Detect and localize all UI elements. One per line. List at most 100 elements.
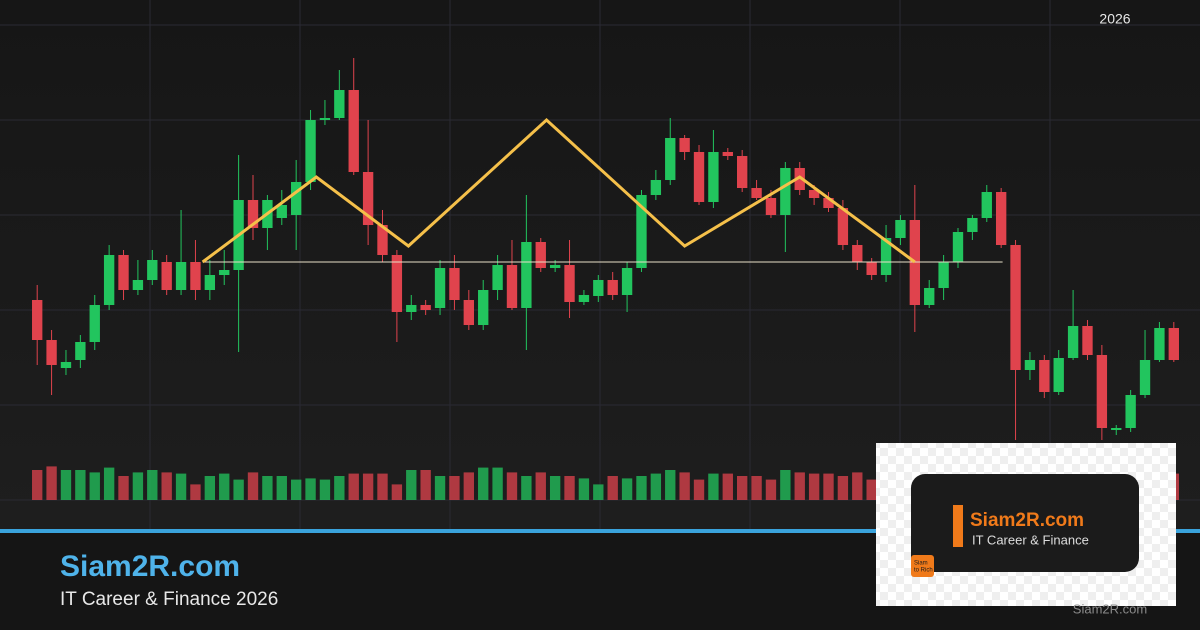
candle-body [924, 288, 935, 305]
candle-body [521, 242, 532, 308]
candle-body [1168, 328, 1179, 360]
candle-body [679, 138, 690, 152]
candle-body [1024, 360, 1036, 370]
volume-bar [32, 470, 43, 500]
volume-bar [362, 473, 374, 500]
candle-body [190, 262, 201, 290]
candle-body [693, 152, 705, 202]
candle-body [621, 268, 633, 295]
candle-body [434, 268, 446, 308]
volume-bar [478, 467, 489, 500]
volume-bar [693, 479, 705, 500]
candle-body [593, 280, 604, 296]
logo-badge: Siam [914, 561, 928, 567]
candle-body [463, 300, 474, 325]
candle-body [578, 295, 590, 302]
candle-body [147, 260, 158, 280]
candle-body [1082, 326, 1093, 355]
candle-body [794, 168, 805, 190]
candle-body [334, 90, 345, 118]
volume-bar [377, 473, 388, 500]
candle-body [1053, 358, 1064, 392]
candle-body [449, 268, 460, 300]
candle-body [880, 238, 892, 275]
volume-bar [837, 476, 849, 500]
volume-bar [866, 479, 877, 500]
brand-title: Siam2R.com [60, 550, 240, 583]
logo-name: Siam2R.com [970, 510, 1084, 531]
candle-body [1096, 355, 1108, 428]
candle-body [938, 262, 949, 288]
volume-bar [607, 476, 618, 500]
candle-body [406, 305, 417, 312]
candle-body [103, 255, 115, 305]
period-label: 2026 [1099, 11, 1130, 27]
volume-bar [463, 472, 474, 500]
candle-body [478, 290, 489, 325]
volume-bar [578, 478, 590, 500]
volume-bar [564, 476, 575, 500]
candle-body [708, 152, 719, 202]
candle-body [89, 305, 100, 342]
volume-bar [852, 472, 863, 500]
candle-body [219, 270, 230, 275]
footer-rule [0, 529, 1200, 533]
candle-body [823, 198, 834, 208]
candle-body [506, 265, 518, 308]
volume-bar [103, 467, 115, 500]
volume-bar [593, 484, 604, 500]
candle-body [852, 245, 863, 262]
candle-body [46, 340, 57, 365]
candle-body [247, 200, 259, 228]
candle-body [391, 255, 403, 312]
candle-body [549, 265, 561, 268]
candle-body [866, 262, 877, 275]
volume-bar [535, 472, 546, 500]
volume-bar [46, 466, 57, 500]
candle-body [650, 180, 662, 195]
candle-body [1010, 245, 1021, 370]
volume-bar [708, 473, 719, 500]
volume-bar [492, 467, 503, 500]
candle-body [837, 208, 849, 245]
candle-body [1125, 395, 1136, 428]
volume-bar [233, 479, 244, 500]
volume-bar [449, 476, 460, 500]
volume-bar [219, 473, 230, 500]
candle-body [1111, 428, 1122, 430]
volume-bar [549, 476, 561, 500]
candle-body [362, 172, 374, 225]
candle-body [952, 232, 964, 262]
volume-bar [89, 472, 100, 500]
volume-bar [751, 476, 762, 500]
candle-body [967, 218, 978, 232]
volume-bar [334, 476, 345, 500]
volume-bar [161, 472, 172, 500]
candle-body [564, 265, 575, 302]
volume-bar [175, 473, 187, 500]
volume-bar [621, 478, 633, 500]
volume-bar [420, 470, 431, 500]
candle-body [995, 192, 1007, 245]
logo-badge: to Rich [914, 568, 933, 574]
volume-bar [319, 479, 331, 500]
candle-body [722, 152, 733, 156]
candle-body [377, 225, 388, 255]
candle-body [276, 205, 287, 218]
candle-body [1039, 360, 1050, 392]
volume-bar [665, 470, 676, 500]
volume-bar [650, 473, 662, 500]
candle-body [751, 188, 762, 198]
volume-bar [765, 479, 777, 500]
volume-bar [406, 470, 417, 500]
candle-body [1139, 360, 1151, 395]
volume-bar [679, 472, 690, 500]
volume-bar [118, 476, 129, 500]
candle-body [665, 138, 676, 180]
volume-bar [75, 470, 86, 500]
volume-bar [247, 472, 259, 500]
candle-body [780, 168, 791, 215]
volume-bar [722, 473, 733, 500]
volume-bar [305, 478, 316, 500]
candle-body [808, 190, 820, 198]
